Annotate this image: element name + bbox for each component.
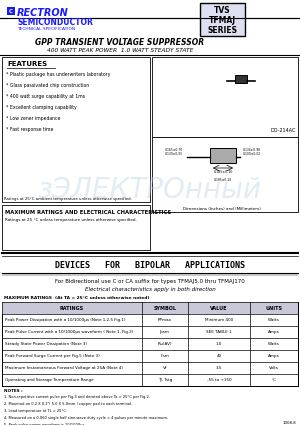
Text: Peak Forward Surge Current per Fig.5 (Note 3): Peak Forward Surge Current per Fig.5 (No… [5, 354, 100, 358]
Text: MAXIMUM RATINGS AND ELECTRICAL CHARACTERISTICS: MAXIMUM RATINGS AND ELECTRICAL CHARACTER… [5, 210, 171, 215]
Text: * Glass passivated chip construction: * Glass passivated chip construction [6, 82, 89, 88]
Bar [2, 205, 150, 250]
Text: FEATURES: FEATURES [7, 61, 47, 67]
Text: 4. Measured on a 0.060 single half sine-wave duty cycle = 4 pulses per minute ma: 4. Measured on a 0.060 single half sine-… [4, 416, 168, 420]
Text: NOTES :: NOTES : [4, 389, 24, 393]
Text: Ipsm: Ipsm [160, 330, 170, 334]
Text: Ratings at 25°C ambient temperature unless otherwise specified.: Ratings at 25°C ambient temperature unle… [4, 197, 132, 201]
Text: 40: 40 [216, 354, 222, 358]
Text: 0.165±0.70
0.130±0.05: 0.165±0.70 0.130±0.05 [165, 148, 183, 156]
Text: Dimensions (Inches) and (Millimeters): Dimensions (Inches) and (Millimeters) [183, 207, 261, 211]
Text: 3.5: 3.5 [216, 366, 222, 370]
Text: * 400 watt surge capability at 1ms: * 400 watt surge capability at 1ms [6, 94, 85, 99]
Text: UNITS: UNITS [266, 306, 283, 311]
Text: Volts: Volts [269, 366, 279, 370]
Text: Pω(AV): Pω(AV) [158, 342, 172, 346]
Text: Steady State Power Dissipation (Note 3): Steady State Power Dissipation (Note 3) [5, 342, 87, 346]
Text: RATINGS: RATINGS [60, 306, 84, 311]
Text: DO-214AC: DO-214AC [271, 128, 296, 133]
Text: C: C [9, 8, 13, 14]
Text: 0.185±0.10: 0.185±0.10 [213, 170, 233, 174]
Text: Ifsm: Ifsm [160, 354, 169, 358]
Text: TECHNICAL SPECIFICATION: TECHNICAL SPECIFICATION [17, 27, 75, 31]
Text: For Bidirectional use C or CA suffix for types TFMAJ5.0 thru TFMAJ170: For Bidirectional use C or CA suffix for… [55, 280, 245, 284]
Bar [2, 302, 298, 314]
Text: SERIES: SERIES [208, 26, 238, 34]
Text: Watts: Watts [268, 342, 280, 346]
Bar [152, 57, 298, 137]
Text: Ratings at 25 °C unless temperature unless otherwise specified.: Ratings at 25 °C unless temperature unle… [5, 218, 137, 222]
Text: 5. Peak pulse power waveform is 10/1000μs.: 5. Peak pulse power waveform is 10/1000μ… [4, 423, 86, 425]
Text: Minimum 400: Minimum 400 [205, 318, 233, 322]
Text: 1. Non-repetitive current pulse per Fig.3 and derated above Ta = 25°C per Fig.2.: 1. Non-repetitive current pulse per Fig.… [4, 395, 150, 399]
Bar [210, 148, 236, 163]
Text: 0.185±0.10: 0.185±0.10 [214, 178, 232, 182]
Bar [200, 3, 245, 36]
Bar [2, 302, 298, 386]
Text: 2. Mounted on 0.2 X 0.2"( 5.0 X 5.0mm ) copper pad to each terminal.: 2. Mounted on 0.2 X 0.2"( 5.0 X 5.0mm ) … [4, 402, 132, 406]
Text: 0.134±0.98
0.100±0.02: 0.134±0.98 0.100±0.02 [243, 148, 261, 156]
Text: Peak Pulse Current with a 10/1000μs waveform ( Note 1, Fig.2): Peak Pulse Current with a 10/1000μs wave… [5, 330, 134, 334]
Text: Watts: Watts [268, 318, 280, 322]
Text: * Excellent clamping capability: * Excellent clamping capability [6, 105, 77, 110]
Bar [152, 137, 298, 212]
Text: 1.0: 1.0 [216, 342, 222, 346]
Text: Amps: Amps [268, 354, 280, 358]
Text: 400 WATT PEAK POWER  1.0 WATT STEADY STATE: 400 WATT PEAK POWER 1.0 WATT STEADY STAT… [47, 48, 193, 53]
Text: DEVICES   FOR   BIPOLAR   APPLICATIONS: DEVICES FOR BIPOLAR APPLICATIONS [55, 261, 245, 269]
Text: 1008.8: 1008.8 [282, 421, 296, 425]
Text: Peak Power Dissipation with a 10/1000μs (Note 1,2,5 Fig.1): Peak Power Dissipation with a 10/1000μs … [5, 318, 125, 322]
Bar [235, 75, 247, 83]
Text: Maximum Instantaneous Forward Voltage at 25A (Note 4): Maximum Instantaneous Forward Voltage at… [5, 366, 123, 370]
Bar [7, 7, 15, 15]
Text: Amps: Amps [268, 330, 280, 334]
Text: 3. Lead temperature at TL = 25°C.: 3. Lead temperature at TL = 25°C. [4, 409, 67, 413]
Text: RECTRON: RECTRON [17, 8, 69, 18]
Text: MAXIMUM RATINGS  (At TA = 25°C unless otherwise noted): MAXIMUM RATINGS (At TA = 25°C unless oth… [4, 296, 149, 300]
Text: SEE TABLE 1: SEE TABLE 1 [206, 330, 232, 334]
Text: Operating and Storage Temperature Range: Operating and Storage Temperature Range [5, 378, 94, 382]
Text: TFMAJ: TFMAJ [209, 15, 236, 25]
Text: зЭЛЕКТРОнный: зЭЛЕКТРОнный [38, 176, 262, 204]
Text: * Fast response time: * Fast response time [6, 127, 53, 131]
Text: Vf: Vf [163, 366, 167, 370]
Text: -55 to +150: -55 to +150 [207, 378, 231, 382]
Text: SYMBOL: SYMBOL [154, 306, 176, 311]
Text: TJ, Tstg: TJ, Tstg [158, 378, 172, 382]
Text: Electrical characteristics apply in both direction: Electrical characteristics apply in both… [85, 287, 215, 292]
Text: * Low zener impedance: * Low zener impedance [6, 116, 60, 121]
Text: °C: °C [272, 378, 277, 382]
Text: SEMICONDUCTOR: SEMICONDUCTOR [17, 17, 93, 26]
Text: TVS: TVS [214, 6, 231, 14]
Bar [2, 57, 150, 202]
Text: PPmax: PPmax [158, 318, 172, 322]
Text: * Plastic package has underwriters laboratory: * Plastic package has underwriters labor… [6, 71, 110, 76]
Text: GPP TRANSIENT VOLTAGE SUPPRESSOR: GPP TRANSIENT VOLTAGE SUPPRESSOR [35, 37, 205, 46]
Text: VALUE: VALUE [210, 306, 228, 311]
